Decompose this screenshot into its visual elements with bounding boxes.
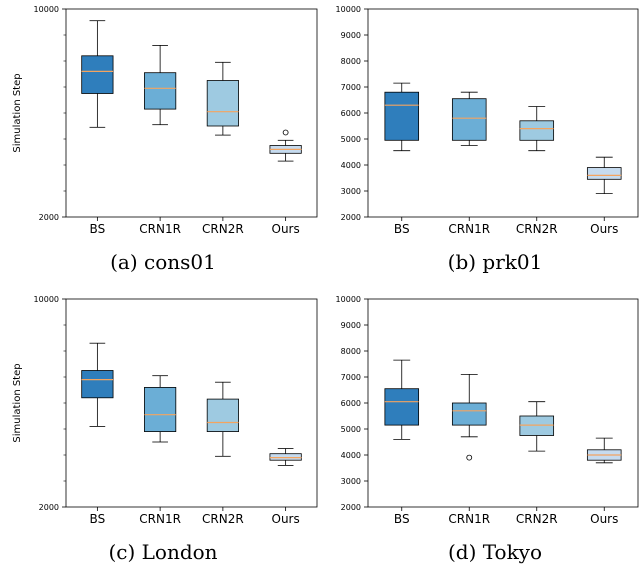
box-ours [586,156,622,195]
x-tick-label: BS [90,222,106,236]
box-iqr [81,55,114,94]
y-tick-label: 8000 [341,347,361,356]
panel-prk01: 2000 3000 4000 5000 6000 7000 8000 9000 10000 BS C… [321,0,642,250]
y-tick-label: 7000 [341,83,361,92]
x-tick-label: Ours [590,222,618,236]
box-bs [81,342,114,427]
box-iqr [144,72,177,110]
box-crn1r [144,375,177,443]
y-tick-label: 9000 [341,31,361,40]
box-crn1r [144,45,177,126]
caption-tokyo: (d) Tokyo [447,540,543,564]
box-iqr [384,388,420,426]
box-iqr [206,398,239,432]
box-plot-svg: 2000 10000 Simulation Step BS CRN1R CRN2R Ours [12,295,318,526]
box-bs [384,359,420,440]
y-tick-label: 10000 [34,5,59,14]
y-tick-label: 2000 [341,213,361,222]
y-axis-label: Simulation Step [12,73,23,152]
caption-london: (c) London [108,540,218,564]
box-bs [384,82,420,152]
caption-prk01: (b) prk01 [447,250,543,274]
box-plot-svg: 2000 3000 4000 5000 6000 7000 8000 9000 10000 BS C… [336,295,639,526]
box-crn1r [451,374,487,461]
x-tick-label: Ours [272,222,300,236]
y-tick-label: 10000 [336,295,361,304]
y-tick-label: 3000 [341,477,361,486]
x-tick-label: BS [90,512,106,526]
box-crn2r [206,61,239,136]
box-bs [81,20,114,128]
box-crn1r [451,91,487,146]
y-tick-label: 9000 [341,321,361,330]
x-tick-label: CRN1R [448,512,490,526]
y-tick-label: 5000 [341,425,361,434]
caption-cons01: (a) cons01 [110,250,216,274]
x-tick-label: BS [394,512,410,526]
outlier-point [466,454,473,461]
y-tick-label: 2000 [341,503,361,512]
x-tick-label: CRN2R [516,222,558,236]
y-tick-label: 8000 [341,57,361,66]
plot-frame [65,298,318,508]
x-tick-label: Ours [590,512,618,526]
x-tick-label: BS [394,222,410,236]
box-iqr [269,453,302,461]
box-iqr [451,402,487,426]
panel-london: 2000 10000 Simulation Step BS CRN1R CRN2R Ours [0,290,321,540]
box-iqr [144,387,177,433]
y-tick-label: 4000 [341,161,361,170]
y-tick-label: 3000 [341,187,361,196]
y-axis-label: Simulation Step [12,363,23,442]
y-tick-label: 2000 [39,503,59,512]
box-iqr [384,91,420,141]
x-tick-label: CRN2R [516,512,558,526]
outlier-point [282,129,289,136]
x-tick-label: CRN1R [448,222,490,236]
panel-tokyo: 2000 3000 4000 5000 6000 7000 8000 9000 10000 BS C… [321,290,642,540]
x-tick-label: CRN1R [139,512,181,526]
y-tick-label: 10000 [34,295,59,304]
box-iqr [451,98,487,141]
x-tick-label: Ours [272,512,300,526]
plot-frame [65,8,318,218]
box-iqr [519,120,555,141]
box-plot-svg: 2000 10000 Simulation Step BS CRN1R CRN2R Ours [12,5,318,236]
box-iqr [81,370,114,399]
box-crn2r [519,401,555,452]
box-iqr [519,415,555,436]
box-plot-svg: 2000 3000 4000 5000 6000 7000 8000 9000 10000 BS C… [336,5,639,236]
box-crn2r [519,106,555,152]
y-tick-label: 7000 [341,373,361,382]
box-ours [269,448,302,466]
y-tick-label: 10000 [336,5,361,14]
box-iqr [206,80,239,127]
y-tick-label: 2000 [39,213,59,222]
panel-cons01: 2000 10000 Simulation Step BS CRN1R CRN2R Ours [0,0,321,250]
y-tick-label: 4000 [341,451,361,460]
box-crn2r [206,381,239,457]
x-tick-label: CRN2R [202,512,244,526]
x-tick-label: CRN1R [139,222,181,236]
box-ours [269,129,302,162]
y-tick-label: 6000 [341,399,361,408]
y-tick-label: 6000 [341,109,361,118]
y-tick-label: 5000 [341,135,361,144]
x-tick-label: CRN2R [202,222,244,236]
box-ours [586,437,622,464]
box-iqr [586,167,622,180]
